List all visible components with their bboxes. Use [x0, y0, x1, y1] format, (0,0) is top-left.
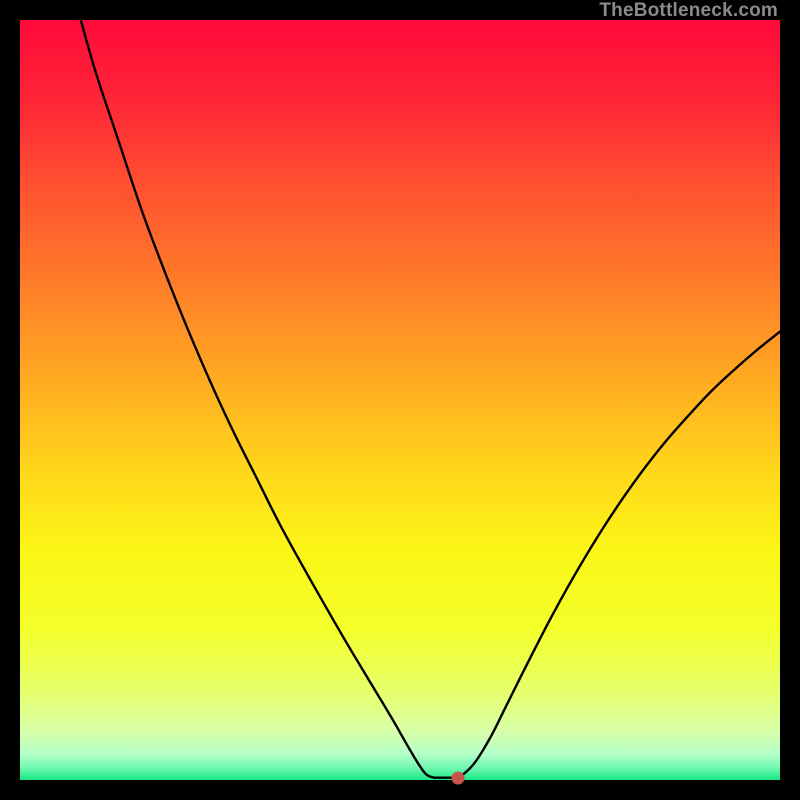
optimal-point-marker: [451, 771, 464, 784]
chart-frame: TheBottleneck.com: [0, 0, 800, 800]
watermark-text: TheBottleneck.com: [599, 0, 778, 22]
bottleneck-curve: [20, 20, 780, 780]
plot-area: [20, 20, 780, 780]
